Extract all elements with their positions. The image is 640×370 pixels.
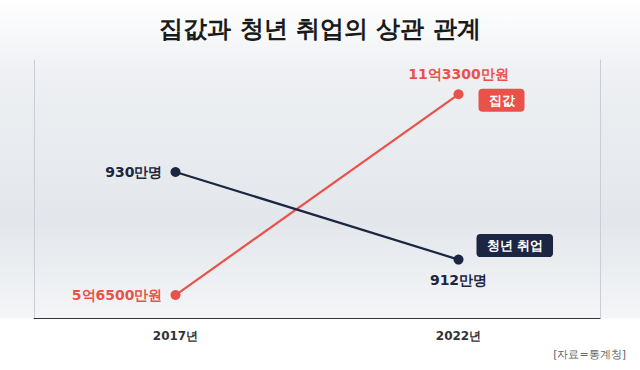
svg-text:11억3300만원: 11억3300만원 bbox=[408, 66, 508, 82]
svg-text:912만명: 912만명 bbox=[430, 272, 487, 288]
svg-text:5억6500만원: 5억6500만원 bbox=[72, 287, 163, 303]
svg-text:2017년: 2017년 bbox=[153, 329, 198, 343]
svg-text:[자료=통계청]: [자료=통계청] bbox=[553, 348, 626, 361]
svg-text:2022년: 2022년 bbox=[436, 329, 481, 343]
svg-text:청년 취업: 청년 취업 bbox=[487, 238, 544, 253]
svg-text:집값: 집값 bbox=[489, 93, 516, 108]
svg-text:930만명: 930만명 bbox=[105, 164, 162, 180]
svg-text:집값과 청년 취업의 상관 관계: 집값과 청년 취업의 상관 관계 bbox=[159, 15, 480, 43]
